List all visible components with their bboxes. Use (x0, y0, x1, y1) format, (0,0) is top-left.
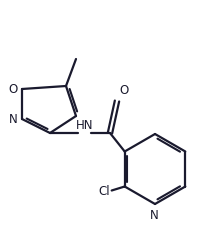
Text: N: N (150, 209, 158, 222)
Text: O: O (9, 82, 18, 95)
Text: HN: HN (76, 119, 93, 132)
Text: O: O (119, 84, 128, 97)
Text: N: N (9, 113, 18, 126)
Text: Cl: Cl (98, 185, 110, 198)
